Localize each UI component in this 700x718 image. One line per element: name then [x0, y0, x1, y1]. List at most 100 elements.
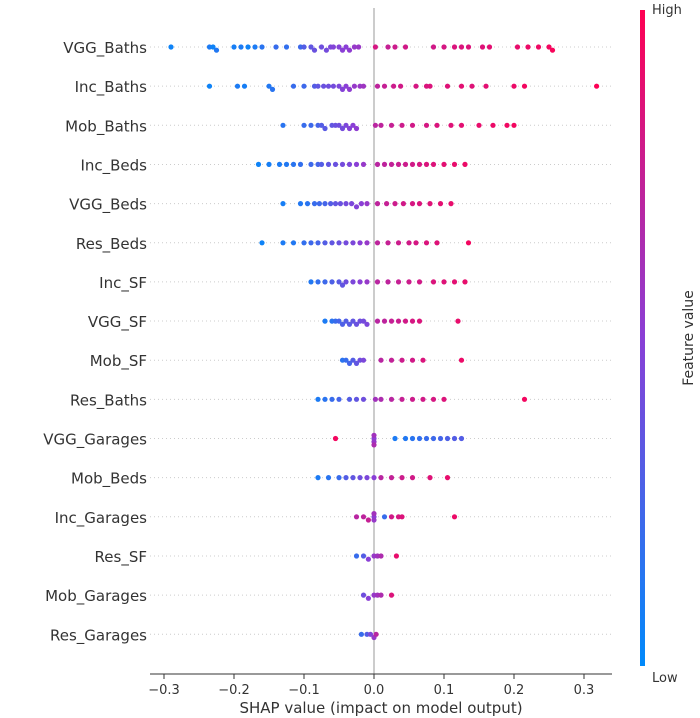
- data-point: [360, 592, 367, 598]
- data-point: [245, 44, 251, 50]
- data-point: [371, 517, 377, 523]
- data-point: [318, 161, 325, 167]
- data-point: [364, 240, 370, 246]
- feature-rows: VGG_Baths Inc_Baths Mob_Baths Inc_Beds VGG_B…: [43, 39, 612, 645]
- data-point: [448, 201, 454, 207]
- data-point: [360, 396, 367, 402]
- data-point: [365, 595, 371, 601]
- data-point: [381, 83, 388, 89]
- data-point: [462, 161, 468, 167]
- data-point: [490, 122, 496, 128]
- x-tick-label: 0.1: [434, 683, 455, 698]
- data-point: [357, 279, 363, 285]
- data-point: [521, 83, 528, 89]
- data-point: [402, 44, 409, 50]
- data-point: [353, 514, 360, 520]
- data-point: [322, 125, 328, 132]
- data-point: [381, 514, 388, 520]
- data-point: [213, 47, 220, 53]
- data-point: [353, 396, 360, 402]
- data-point: [323, 47, 329, 53]
- feature-label: VGG_Garages: [43, 431, 147, 450]
- data-point: [343, 83, 349, 89]
- x-axis-label: SHAP value (impact on model output): [239, 699, 522, 717]
- data-point: [409, 435, 416, 442]
- data-point: [290, 83, 297, 89]
- data-point: [371, 432, 377, 438]
- feature-label: VGG_Baths: [63, 39, 147, 58]
- data-point: [325, 83, 332, 89]
- feature-label: Inc_Garages: [55, 509, 148, 528]
- data-point: [458, 44, 465, 50]
- data-point: [301, 44, 307, 50]
- data-point: [504, 122, 510, 128]
- data-point: [336, 44, 342, 50]
- x-ticks: −0.3 −0.2 −0.1 0.0 0.1 0.2 0.3: [148, 674, 594, 698]
- data-point: [255, 161, 262, 167]
- feature-label: Mob_Garages: [45, 587, 147, 606]
- feature-label: Mob_Beds: [71, 470, 147, 489]
- data-point: [451, 514, 458, 520]
- data-point: [346, 360, 353, 366]
- data-point: [336, 318, 342, 324]
- data-point: [409, 475, 416, 481]
- data-point: [343, 318, 349, 324]
- data-point: [388, 514, 395, 520]
- data-point: [339, 282, 346, 288]
- data-point: [336, 396, 342, 402]
- data-point: [546, 44, 552, 50]
- data-point: [462, 279, 468, 285]
- data-point: [395, 161, 402, 167]
- data-point: [451, 435, 458, 442]
- x-tick-label: −0.2: [218, 683, 250, 698]
- data-point: [346, 161, 353, 167]
- data-point: [280, 122, 286, 128]
- data-point: [458, 122, 465, 128]
- data-point: [378, 553, 384, 559]
- data-point: [465, 44, 472, 50]
- data-point: [434, 122, 440, 128]
- data-point: [336, 279, 342, 285]
- data-point: [549, 47, 556, 53]
- data-point: [423, 161, 430, 167]
- data-point: [346, 125, 353, 132]
- feature-label: Inc_Beds: [80, 156, 147, 175]
- data-point: [350, 240, 356, 246]
- data-point: [409, 396, 416, 402]
- data-point: [206, 83, 213, 89]
- data-point: [353, 125, 360, 132]
- data-point: [266, 161, 272, 167]
- data-point: [343, 357, 349, 363]
- data-point: [535, 44, 542, 50]
- data-point: [308, 161, 314, 167]
- data-point: [430, 396, 437, 402]
- feature-label: Res_SF: [95, 548, 147, 567]
- data-point: [430, 44, 437, 50]
- data-point: [315, 279, 321, 285]
- data-point: [437, 435, 444, 442]
- data-point: [350, 318, 356, 324]
- data-point: [290, 240, 297, 246]
- data-point: [392, 201, 398, 207]
- data-point: [406, 240, 412, 246]
- data-point: [301, 240, 307, 246]
- feature-label: Mob_Baths: [65, 117, 147, 136]
- data-point: [451, 44, 458, 50]
- data-point: [385, 240, 391, 246]
- feature-label: Mob_SF: [90, 352, 147, 371]
- data-point: [367, 631, 374, 637]
- feature-label: VGG_SF: [88, 313, 147, 332]
- data-point: [322, 279, 328, 285]
- feature-label: Res_Beds: [76, 235, 147, 254]
- data-point: [297, 161, 304, 167]
- data-point: [346, 47, 353, 53]
- data-point: [388, 396, 395, 402]
- data-point: [339, 86, 346, 92]
- data-point: [353, 553, 360, 559]
- data-point: [325, 161, 332, 167]
- data-point: [259, 44, 265, 50]
- x-tick-label: −0.3: [148, 683, 180, 698]
- data-point: [350, 475, 356, 481]
- data-point: [315, 475, 321, 481]
- data-point: [392, 435, 398, 442]
